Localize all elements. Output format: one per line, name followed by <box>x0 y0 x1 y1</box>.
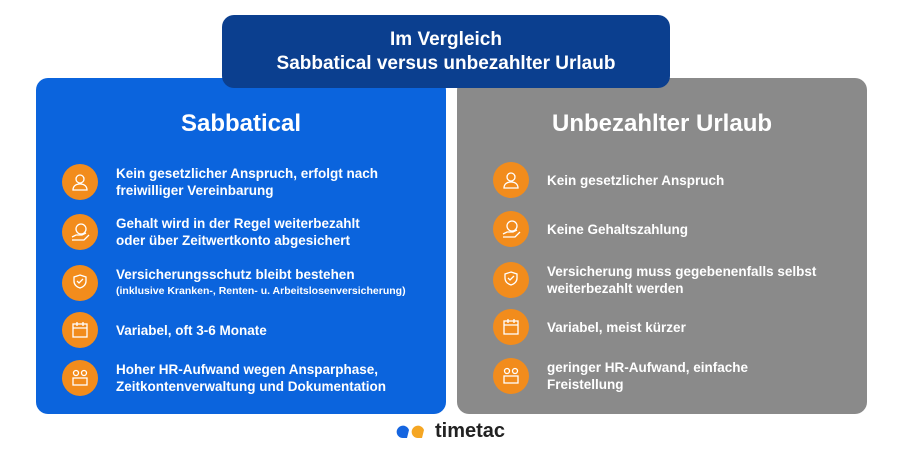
list-item: geringer HR-Aufwand, einfache Freistellu… <box>493 358 793 394</box>
urlaub-title: Unbezahlter Urlaub <box>551 110 773 137</box>
person-icon <box>493 162 529 198</box>
list-item: Versicherungsschutz bleibt bestehen (inkl… <box>62 265 442 301</box>
item-text: geringer HR-Aufwand, einfache Freistellu… <box>547 360 749 392</box>
list-item: Variabel, meist kürzer <box>493 309 686 345</box>
list-item: Variabel, oft 3-6 Monate <box>62 312 267 348</box>
logo-text: timetac <box>435 420 506 442</box>
sabbatical-panel: Sabbatical Kein gesetzlicher Anspruch, e… <box>36 78 446 414</box>
euro-hand-icon <box>62 214 98 250</box>
office-people-icon <box>62 360 98 396</box>
office-people-icon <box>493 358 529 394</box>
list-item: Versicherung muss gegebenenfalls selbst … <box>493 262 833 298</box>
logo-mark-icon <box>396 425 424 438</box>
item-text: Gehalt wird in der Regel weiterbezahlt o… <box>116 216 360 248</box>
person-icon <box>62 164 98 200</box>
shield-hand-icon <box>62 265 98 301</box>
item-text: Variabel, meist kürzer <box>547 319 686 335</box>
header-box: Im Vergleich Sabbatical versus unbezahlt… <box>222 15 670 88</box>
list-item: Keine Gehaltszahlung <box>493 211 688 247</box>
item-note: (inklusive Kranken-, Renten- u. Arbeitsl… <box>116 285 406 297</box>
header-line-1: Im Vergleich <box>390 28 502 50</box>
sabbatical-title: Sabbatical <box>180 110 302 137</box>
item-text: Versicherungsschutz bleibt bestehen <box>116 267 355 282</box>
shield-hand-icon <box>493 262 529 298</box>
list-item: Kein gesetzlicher Anspruch, erfolgt nach… <box>62 164 402 200</box>
item-text: Hoher HR-Aufwand wegen Ansparphase, Zeit… <box>116 362 387 394</box>
timetac-logo: timetac <box>395 420 505 443</box>
list-item: Kein gesetzlicher Anspruch <box>493 162 724 198</box>
item-text: Versicherung muss gegebenenfalls selbst … <box>547 264 817 296</box>
calendar-icon <box>62 312 98 348</box>
item-text: Kein gesetzlicher Anspruch <box>547 172 725 188</box>
item-text: Keine Gehaltszahlung <box>547 221 689 237</box>
list-item: Gehalt wird in der Regel weiterbezahlt o… <box>62 214 372 250</box>
list-item: Hoher HR-Aufwand wegen Ansparphase, Zeit… <box>62 360 402 396</box>
item-text: Variabel, oft 3-6 Monate <box>116 322 267 338</box>
calendar-icon <box>493 309 529 345</box>
item-text: Kein gesetzlicher Anspruch, erfolgt nach… <box>116 166 379 198</box>
header-line-2: Sabbatical versus unbezahlter Urlaub <box>276 52 616 74</box>
euro-hand-icon <box>493 211 529 247</box>
urlaub-panel: Unbezahlter Urlaub Kein gesetzlicher Ans… <box>457 78 867 414</box>
